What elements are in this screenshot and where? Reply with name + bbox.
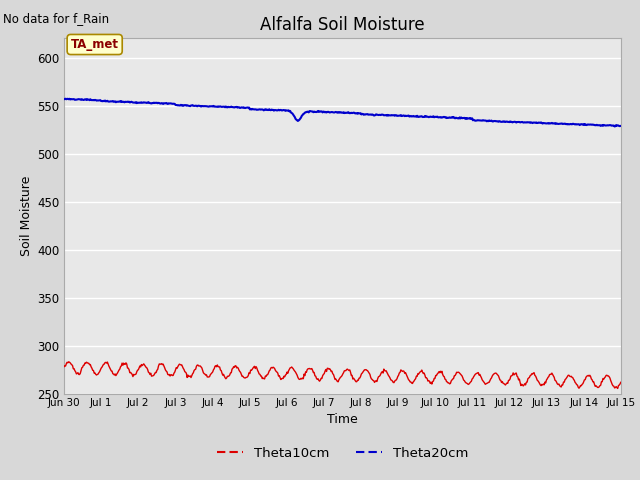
Text: No data for f_Rain: No data for f_Rain	[3, 12, 109, 25]
X-axis label: Time: Time	[327, 413, 358, 426]
Text: TA_met: TA_met	[70, 38, 118, 51]
Title: Alfalfa Soil Moisture: Alfalfa Soil Moisture	[260, 16, 425, 34]
Legend: Theta10cm, Theta20cm: Theta10cm, Theta20cm	[212, 442, 473, 465]
Y-axis label: Soil Moisture: Soil Moisture	[20, 176, 33, 256]
